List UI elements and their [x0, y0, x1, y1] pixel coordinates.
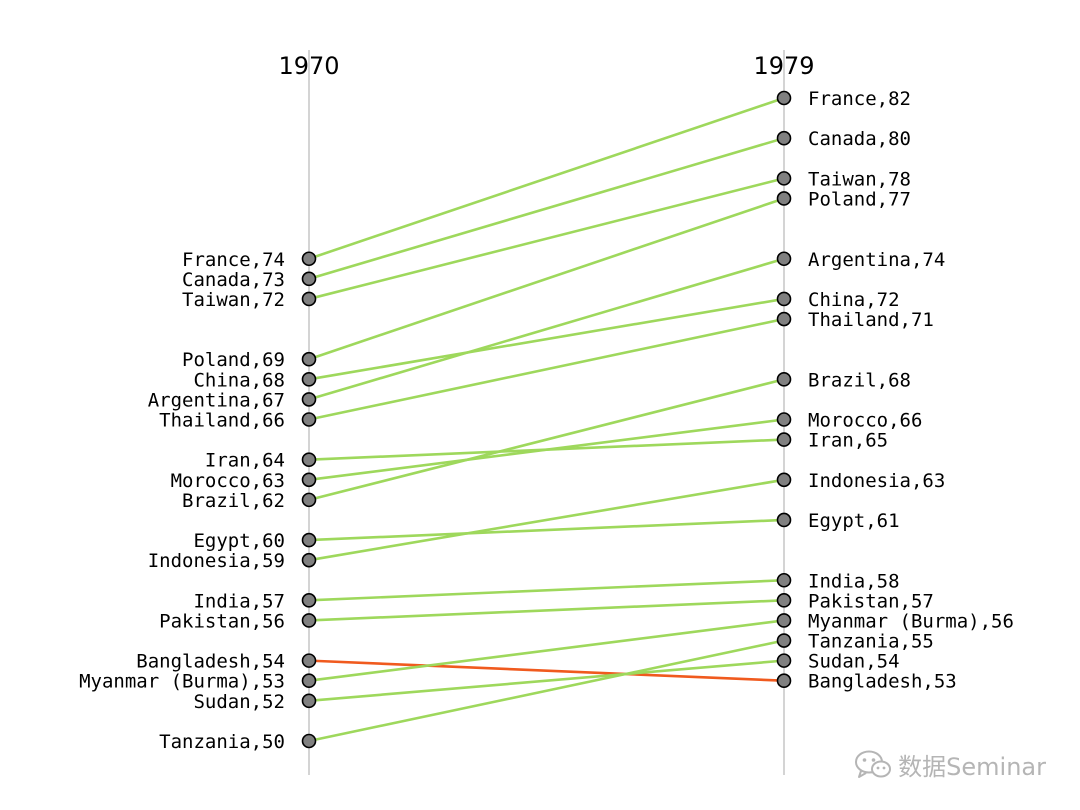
slope-line-pakistan	[308, 599, 785, 622]
slope-line-brazil	[308, 378, 785, 502]
label-1979-myanmar-burma: Myanmar (Burma),56	[808, 610, 1014, 632]
slope-line-taiwan	[308, 177, 785, 301]
slope-line-morocco	[308, 418, 785, 482]
year-label-1979: 1979	[753, 52, 814, 80]
point-1970-brazil	[301, 492, 317, 508]
point-1979-sudan	[776, 653, 792, 668]
point-1970-argentina	[301, 392, 317, 407]
label-1979-bangladesh: Bangladesh,53	[808, 671, 957, 693]
point-1970-iran	[301, 452, 317, 467]
label-1970-egypt: Egypt,60	[193, 530, 285, 552]
label-1979-thailand: Thailand,71	[808, 309, 934, 331]
point-1979-indonesia	[776, 472, 792, 488]
point-1970-morocco	[301, 472, 317, 488]
slope-line-myanmar-burma	[308, 619, 785, 683]
wechat-icon	[854, 749, 892, 781]
slope-line-india	[308, 578, 785, 602]
label-1979-indonesia: Indonesia,63	[808, 470, 945, 492]
label-1970-france: France,74	[182, 249, 285, 271]
slope-lines-layer	[308, 96, 785, 743]
slope-line-poland	[308, 197, 785, 361]
label-1970-tanzania: Tanzania,50	[159, 731, 285, 753]
label-1970-taiwan: Taiwan,72	[182, 289, 285, 311]
point-1979-tanzania	[776, 633, 792, 648]
point-1970-india	[301, 593, 317, 608]
label-1979-pakistan: Pakistan,57	[808, 590, 934, 612]
label-1970-thailand: Thailand,66	[159, 410, 285, 432]
point-1970-china	[301, 372, 317, 387]
label-1979-iran: Iran,65	[808, 430, 888, 452]
point-1979-china	[776, 291, 792, 307]
slope-line-argentina	[308, 257, 785, 401]
slope-line-tanzania	[308, 639, 785, 743]
point-1979-france	[776, 90, 792, 106]
label-1970-indonesia: Indonesia,59	[148, 550, 285, 572]
watermark-text: 数据Seminar	[898, 753, 1046, 781]
point-1979-canada	[776, 130, 792, 146]
label-1979-canada: Canada,80	[808, 128, 911, 150]
label-1979-egypt: Egypt,61	[808, 510, 900, 532]
point-1970-poland	[301, 351, 317, 367]
point-1970-tanzania	[301, 733, 317, 749]
point-1979-iran	[776, 432, 792, 447]
point-1979-poland	[776, 191, 792, 206]
label-1979-morocco: Morocco,66	[808, 410, 922, 432]
point-1970-pakistan	[301, 613, 317, 628]
point-1970-myanmar-burma	[301, 673, 317, 689]
point-1970-sudan	[301, 693, 317, 709]
label-1970-poland: Poland,69	[182, 349, 285, 371]
label-1970-bangladesh: Bangladesh,54	[136, 651, 285, 673]
label-1970-morocco: Morocco,63	[171, 470, 285, 492]
points-layer	[301, 90, 792, 749]
labels-layer: France,74 France,82 Canada,73 Canada,80 Taiw…	[79, 88, 1014, 753]
slope-line-thailand	[308, 317, 785, 421]
slope-line-france	[308, 96, 785, 260]
label-1970-brazil: Brazil,62	[182, 490, 285, 512]
point-1979-argentina	[776, 251, 792, 267]
label-1979-taiwan: Taiwan,78	[808, 168, 911, 190]
point-1979-thailand	[776, 311, 792, 327]
label-1970-pakistan: Pakistan,56	[159, 610, 285, 632]
point-1970-indonesia	[301, 552, 317, 568]
slope-line-bangladesh	[308, 659, 785, 683]
point-1979-india	[776, 572, 792, 588]
point-1979-egypt	[776, 512, 792, 528]
label-1979-china: China,72	[808, 289, 900, 311]
point-1979-brazil	[776, 372, 792, 387]
label-1979-france: France,82	[808, 88, 911, 110]
point-1979-morocco	[776, 412, 792, 427]
slope-line-egypt	[308, 518, 785, 542]
slope-line-canada	[308, 136, 785, 281]
point-1970-thailand	[301, 412, 317, 427]
point-1970-canada	[301, 271, 317, 287]
label-1979-tanzania: Tanzania,55	[808, 631, 934, 653]
slope-line-china	[308, 297, 785, 381]
label-1979-sudan: Sudan,54	[808, 651, 900, 673]
point-1970-taiwan	[301, 291, 317, 307]
watermark: 数据Seminar	[854, 747, 1046, 782]
slope-line-sudan	[308, 659, 785, 703]
label-1970-iran: Iran,64	[205, 450, 285, 472]
slope-line-indonesia	[308, 478, 785, 562]
label-1970-myanmar-burma: Myanmar (Burma),53	[79, 671, 285, 693]
label-1979-poland: Poland,77	[808, 188, 911, 210]
point-1970-france	[301, 251, 317, 267]
label-1970-china: China,68	[193, 369, 285, 391]
year-label-1970: 1970	[278, 52, 339, 80]
point-1979-pakistan	[776, 593, 792, 608]
label-1970-india: India,57	[193, 590, 285, 612]
label-1970-canada: Canada,73	[182, 269, 285, 291]
label-1970-sudan: Sudan,52	[193, 691, 285, 713]
point-1979-bangladesh	[776, 673, 792, 689]
point-1979-myanmar-burma	[776, 613, 792, 628]
point-1970-bangladesh	[301, 653, 317, 668]
label-1979-argentina: Argentina,74	[808, 249, 945, 271]
axes-layer: 1970 1979	[278, 50, 815, 775]
label-1979-india: India,58	[808, 570, 900, 592]
point-1979-taiwan	[776, 171, 792, 186]
label-1979-brazil: Brazil,68	[808, 369, 911, 391]
label-1970-argentina: Argentina,67	[148, 389, 285, 411]
point-1970-egypt	[301, 532, 317, 548]
